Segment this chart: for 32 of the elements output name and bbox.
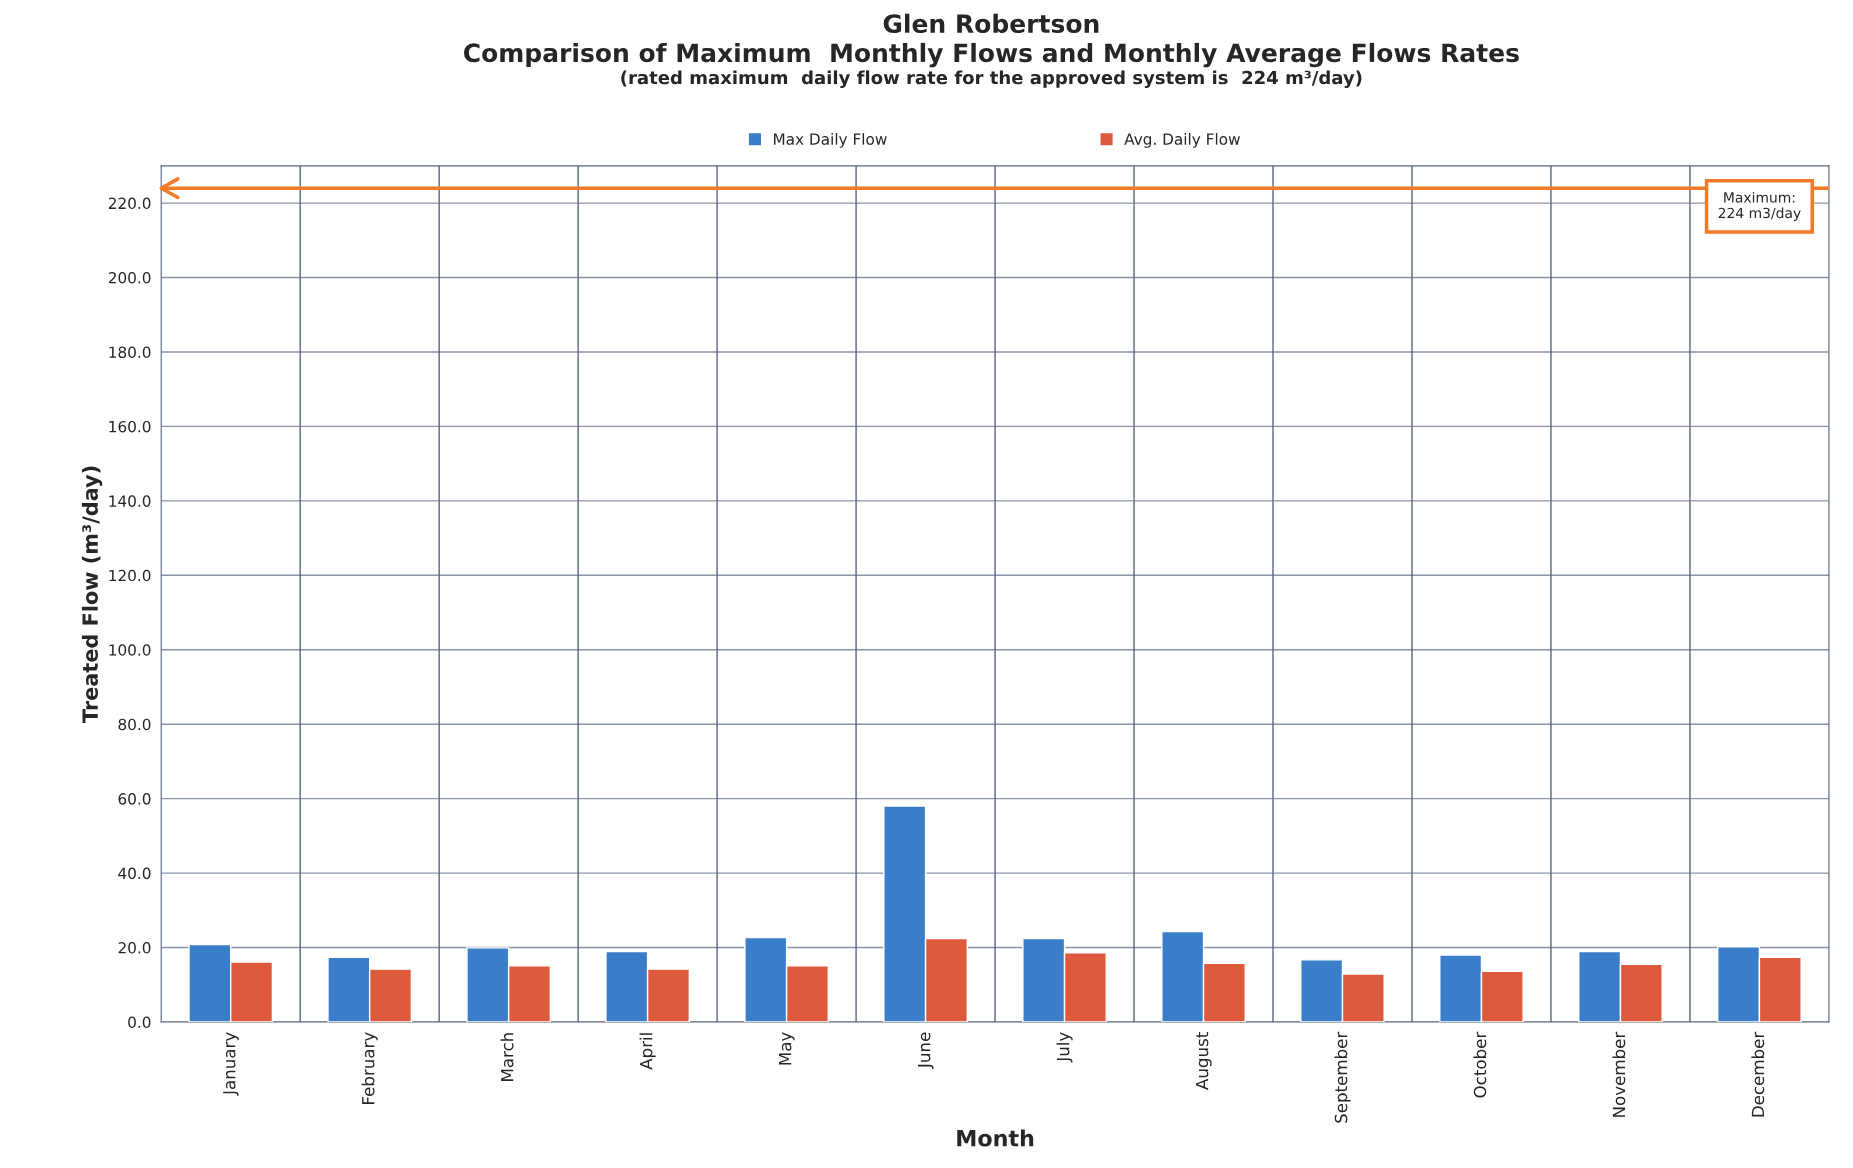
chart-subtitle: Comparison of Maximum Monthly Flows and Monthly Average Flows Rates <box>463 42 1519 68</box>
y-tick-label: 180.0 <box>109 346 151 358</box>
x-tick-label: January <box>223 1032 239 1096</box>
y-tick-label: 140.0 <box>109 495 151 507</box>
x-tick-label: May <box>779 1032 795 1065</box>
text: (rated maximum daily flow rate for the approved system is 224 m³/day) <box>621 70 1362 88</box>
x-tick-label: October <box>1473 1031 1487 1098</box>
x-tick-label: April <box>639 1033 656 1070</box>
chart-title: Glen Robertson <box>883 13 1099 34</box>
x-tick-label: November <box>1612 1031 1626 1117</box>
y-tick-label: 60.0 <box>118 793 151 805</box>
legend-label: Max Daily Flow <box>774 133 887 148</box>
ref-line-label: Maximum: 224 m3/day <box>1718 191 1801 221</box>
y-tick-label: 40.0 <box>118 867 151 880</box>
y-tick-label: 20.0 <box>118 942 151 954</box>
x-tick-label: December <box>1751 1031 1765 1117</box>
y-tick-label: 120.0 <box>109 569 151 582</box>
x-tick-label: March <box>500 1033 514 1081</box>
x-tick-label: June <box>918 1032 934 1069</box>
legend-label: Avg. Daily Flow <box>1124 133 1240 148</box>
y-tick-label: 200.0 <box>108 271 151 284</box>
x-tick-label: July <box>1056 1032 1073 1063</box>
y-tick-label: 0.0 <box>128 1016 151 1029</box>
x-tick-label: August <box>1195 1032 1212 1090</box>
y-tick-label: 160.0 <box>109 420 151 433</box>
y-axis-title: Treated Flow (m³/day) <box>81 466 103 723</box>
y-tick-label: 220.0 <box>108 197 151 210</box>
x-tick-label: February <box>361 1032 378 1104</box>
y-tick-label: 80.0 <box>118 718 151 731</box>
x-axis-title: Month <box>957 1129 1034 1147</box>
x-tick-label: September <box>1334 1031 1351 1123</box>
y-tick-label: 100.0 <box>109 644 151 656</box>
